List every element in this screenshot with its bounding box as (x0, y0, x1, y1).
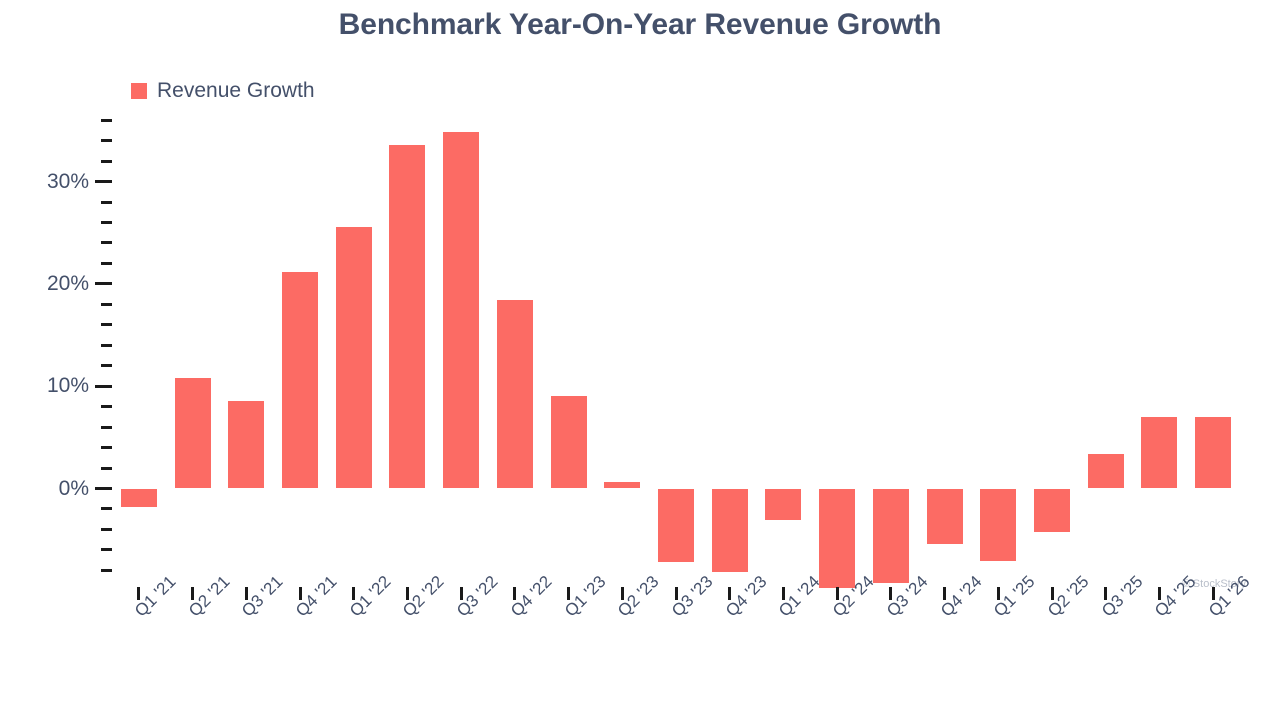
x-axis-tick (781, 587, 785, 600)
y-axis-tick-minor (101, 527, 112, 531)
plot-area (112, 120, 1240, 588)
x-axis-tick (352, 587, 356, 600)
y-axis-tick-major (95, 487, 112, 490)
y-axis-tick-minor (101, 118, 112, 122)
bar[interactable] (335, 226, 372, 489)
y-axis-label: 20% (46, 271, 89, 295)
bar[interactable] (926, 488, 963, 544)
y-axis-tick-minor (101, 261, 112, 265)
x-axis-tick (943, 587, 947, 600)
y-axis-tick-minor (101, 425, 112, 429)
y-axis-tick-minor (101, 568, 112, 572)
x-axis-tick (674, 587, 678, 600)
y-axis-tick-major (95, 180, 112, 184)
bar[interactable] (658, 488, 694, 563)
bar[interactable] (819, 488, 856, 588)
bar[interactable] (872, 488, 909, 583)
bar[interactable] (443, 132, 480, 489)
x-axis-tick (835, 587, 839, 600)
x-axis-tick (1211, 587, 1215, 600)
x-axis-tick (298, 587, 302, 600)
y-axis-tick-minor (101, 159, 112, 163)
y-axis-tick-minor (101, 507, 112, 511)
bar[interactable] (1034, 488, 1070, 533)
y-axis-tick-minor (101, 139, 112, 143)
y-axis-tick-minor (101, 302, 112, 306)
x-axis-tick (1050, 587, 1054, 600)
y-axis-label: 10% (46, 374, 89, 398)
bar[interactable] (1141, 416, 1178, 489)
y-axis-tick-minor (101, 548, 112, 552)
x-axis-tick (889, 587, 893, 600)
x-axis-tick (191, 587, 195, 600)
x-axis-tick (996, 587, 1000, 600)
bar[interactable] (496, 300, 533, 489)
x-axis-tick (513, 587, 517, 600)
bar[interactable] (711, 488, 748, 573)
x-axis-tick (459, 587, 463, 600)
bar[interactable] (604, 482, 641, 489)
y-axis-tick-minor (101, 364, 112, 368)
bar[interactable] (174, 378, 211, 489)
bar[interactable] (1087, 453, 1124, 489)
legend-swatch-revenue-growth (131, 83, 147, 99)
chart-legend: Revenue Growth (131, 79, 315, 103)
x-axis-tick (244, 587, 248, 600)
x-axis-tick (567, 587, 571, 600)
y-axis-tick-minor (101, 405, 112, 409)
y-axis-tick-minor (101, 446, 112, 450)
y-axis-label: 30% (46, 169, 89, 193)
chart-title: Benchmark Year-On-Year Revenue Growth (338, 8, 942, 41)
x-axis-tick (405, 587, 409, 600)
y-axis-tick-minor (101, 241, 112, 245)
y-axis-tick-major (95, 384, 112, 388)
y-axis-tick-minor (101, 200, 112, 204)
y-axis-tick-major (95, 282, 112, 286)
bar[interactable] (765, 488, 802, 521)
y-axis-tick-minor (101, 343, 112, 347)
bar[interactable] (282, 271, 318, 489)
y-axis-tick-minor (101, 466, 112, 470)
y-axis-tick-minor (101, 323, 112, 327)
y-axis-label: 0% (58, 476, 89, 500)
x-axis-tick (728, 587, 732, 600)
watermark: © StockStory (1181, 578, 1246, 590)
bar[interactable] (389, 144, 426, 489)
y-axis-tick-minor (101, 221, 112, 225)
bar[interactable] (228, 400, 265, 489)
x-axis-tick (1104, 587, 1108, 600)
y-axis: 0% 10% 20% 30% (0, 118, 112, 585)
legend-label-revenue-growth: Revenue Growth (157, 79, 315, 102)
bar[interactable] (980, 488, 1017, 562)
bar[interactable] (550, 396, 587, 489)
x-axis-tick (1157, 587, 1161, 600)
bar[interactable] (1195, 416, 1232, 489)
bar[interactable] (120, 488, 157, 507)
x-axis-tick (620, 587, 624, 600)
x-axis-tick (137, 587, 141, 600)
